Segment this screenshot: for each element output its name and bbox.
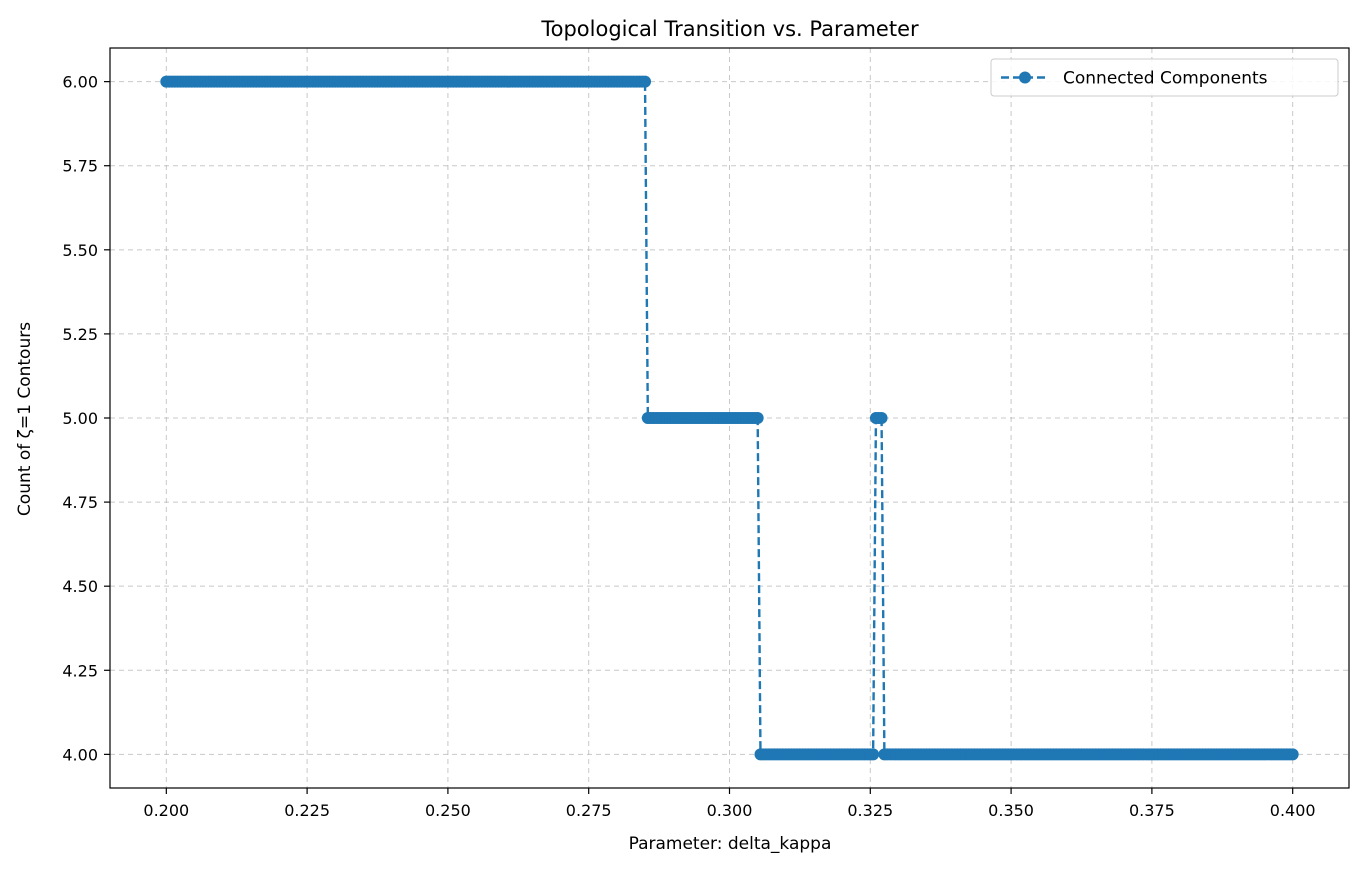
data-point xyxy=(751,412,764,424)
y-tick-label: 5.25 xyxy=(62,325,98,344)
x-tick-label: 0.375 xyxy=(1129,801,1175,820)
y-tick-label: 5.75 xyxy=(62,157,98,176)
x-axis-label: Parameter: delta_kappa xyxy=(629,834,832,854)
y-tick-label: 4.00 xyxy=(62,745,98,764)
legend-box xyxy=(990,58,1339,97)
y-tick-label: 5.00 xyxy=(62,409,98,428)
x-tick-label: 0.225 xyxy=(284,801,330,820)
series-connected-components xyxy=(160,75,1299,761)
legend: Connected Components xyxy=(990,58,1339,97)
x-tick-label: 0.200 xyxy=(143,801,189,820)
y-tick-label: 4.75 xyxy=(62,493,98,512)
data-point xyxy=(875,412,888,424)
x-tick-label: 0.350 xyxy=(988,801,1034,820)
y-tick-label: 4.50 xyxy=(62,577,98,596)
y-axis-ticks: 4.00 4.25 4.50 4.75 5.00 5.25 5.50 5.75 6.00 xyxy=(62,73,110,764)
data-point xyxy=(1286,748,1299,761)
x-tick-label: 0.275 xyxy=(566,801,612,820)
y-axis-label: Count of ζ=1 Contours xyxy=(15,322,35,516)
data-point xyxy=(867,748,880,761)
x-tick-label: 0.300 xyxy=(707,801,753,820)
chart-title: Topological Transition vs. Parameter xyxy=(540,17,919,41)
y-tick-label: 5.50 xyxy=(62,241,98,260)
y-tick-label: 4.25 xyxy=(62,661,98,680)
data-point xyxy=(639,75,652,88)
legend-marker xyxy=(1019,71,1031,84)
x-tick-label: 0.325 xyxy=(847,801,893,820)
x-axis-ticks: 0.200 0.225 0.250 0.275 0.300 0.325 0.350 0.375… xyxy=(143,788,1316,820)
legend-label: Connected Components xyxy=(1063,69,1268,89)
x-tick-label: 0.400 xyxy=(1270,801,1316,820)
y-tick-label: 6.00 xyxy=(62,73,98,92)
x-tick-label: 0.250 xyxy=(425,801,471,820)
